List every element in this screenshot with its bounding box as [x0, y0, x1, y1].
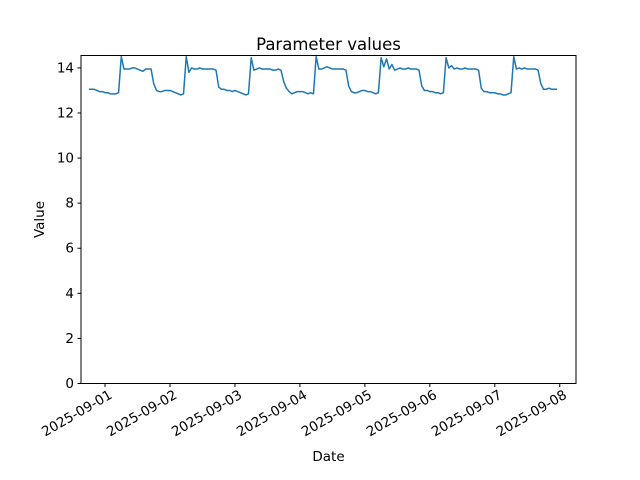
y-tick-label: 12	[57, 105, 74, 121]
plot-border	[80, 55, 577, 384]
y-tick-label: 8	[65, 196, 74, 212]
x-tick-label: 2025-09-06	[364, 387, 440, 440]
chart-title: Parameter values	[256, 35, 401, 54]
y-tick-label: 6	[65, 241, 74, 257]
y-tick-label: 2	[65, 331, 74, 347]
x-tick-label: 2025-09-01	[39, 387, 115, 440]
x-axis-label: Date	[312, 449, 344, 465]
y-tick-label: 10	[57, 151, 74, 167]
x-tick-label: 2025-09-04	[234, 387, 310, 440]
y-tick-label: 4	[65, 286, 74, 302]
y-tick-label: 0	[65, 376, 74, 392]
series-line	[88, 55, 558, 96]
x-tick-label: 2025-09-07	[429, 387, 505, 440]
x-tick-label: 2025-09-02	[104, 387, 180, 440]
y-tick-label: 14	[57, 60, 74, 76]
y-axis-label: Value	[32, 201, 48, 238]
x-tick-label: 2025-09-03	[169, 387, 245, 440]
x-tick-label: 2025-09-05	[299, 387, 375, 440]
plot-area: 024681012142025-09-012025-09-022025-09-0…	[39, 55, 577, 440]
x-tick-label: 2025-09-08	[494, 387, 570, 440]
